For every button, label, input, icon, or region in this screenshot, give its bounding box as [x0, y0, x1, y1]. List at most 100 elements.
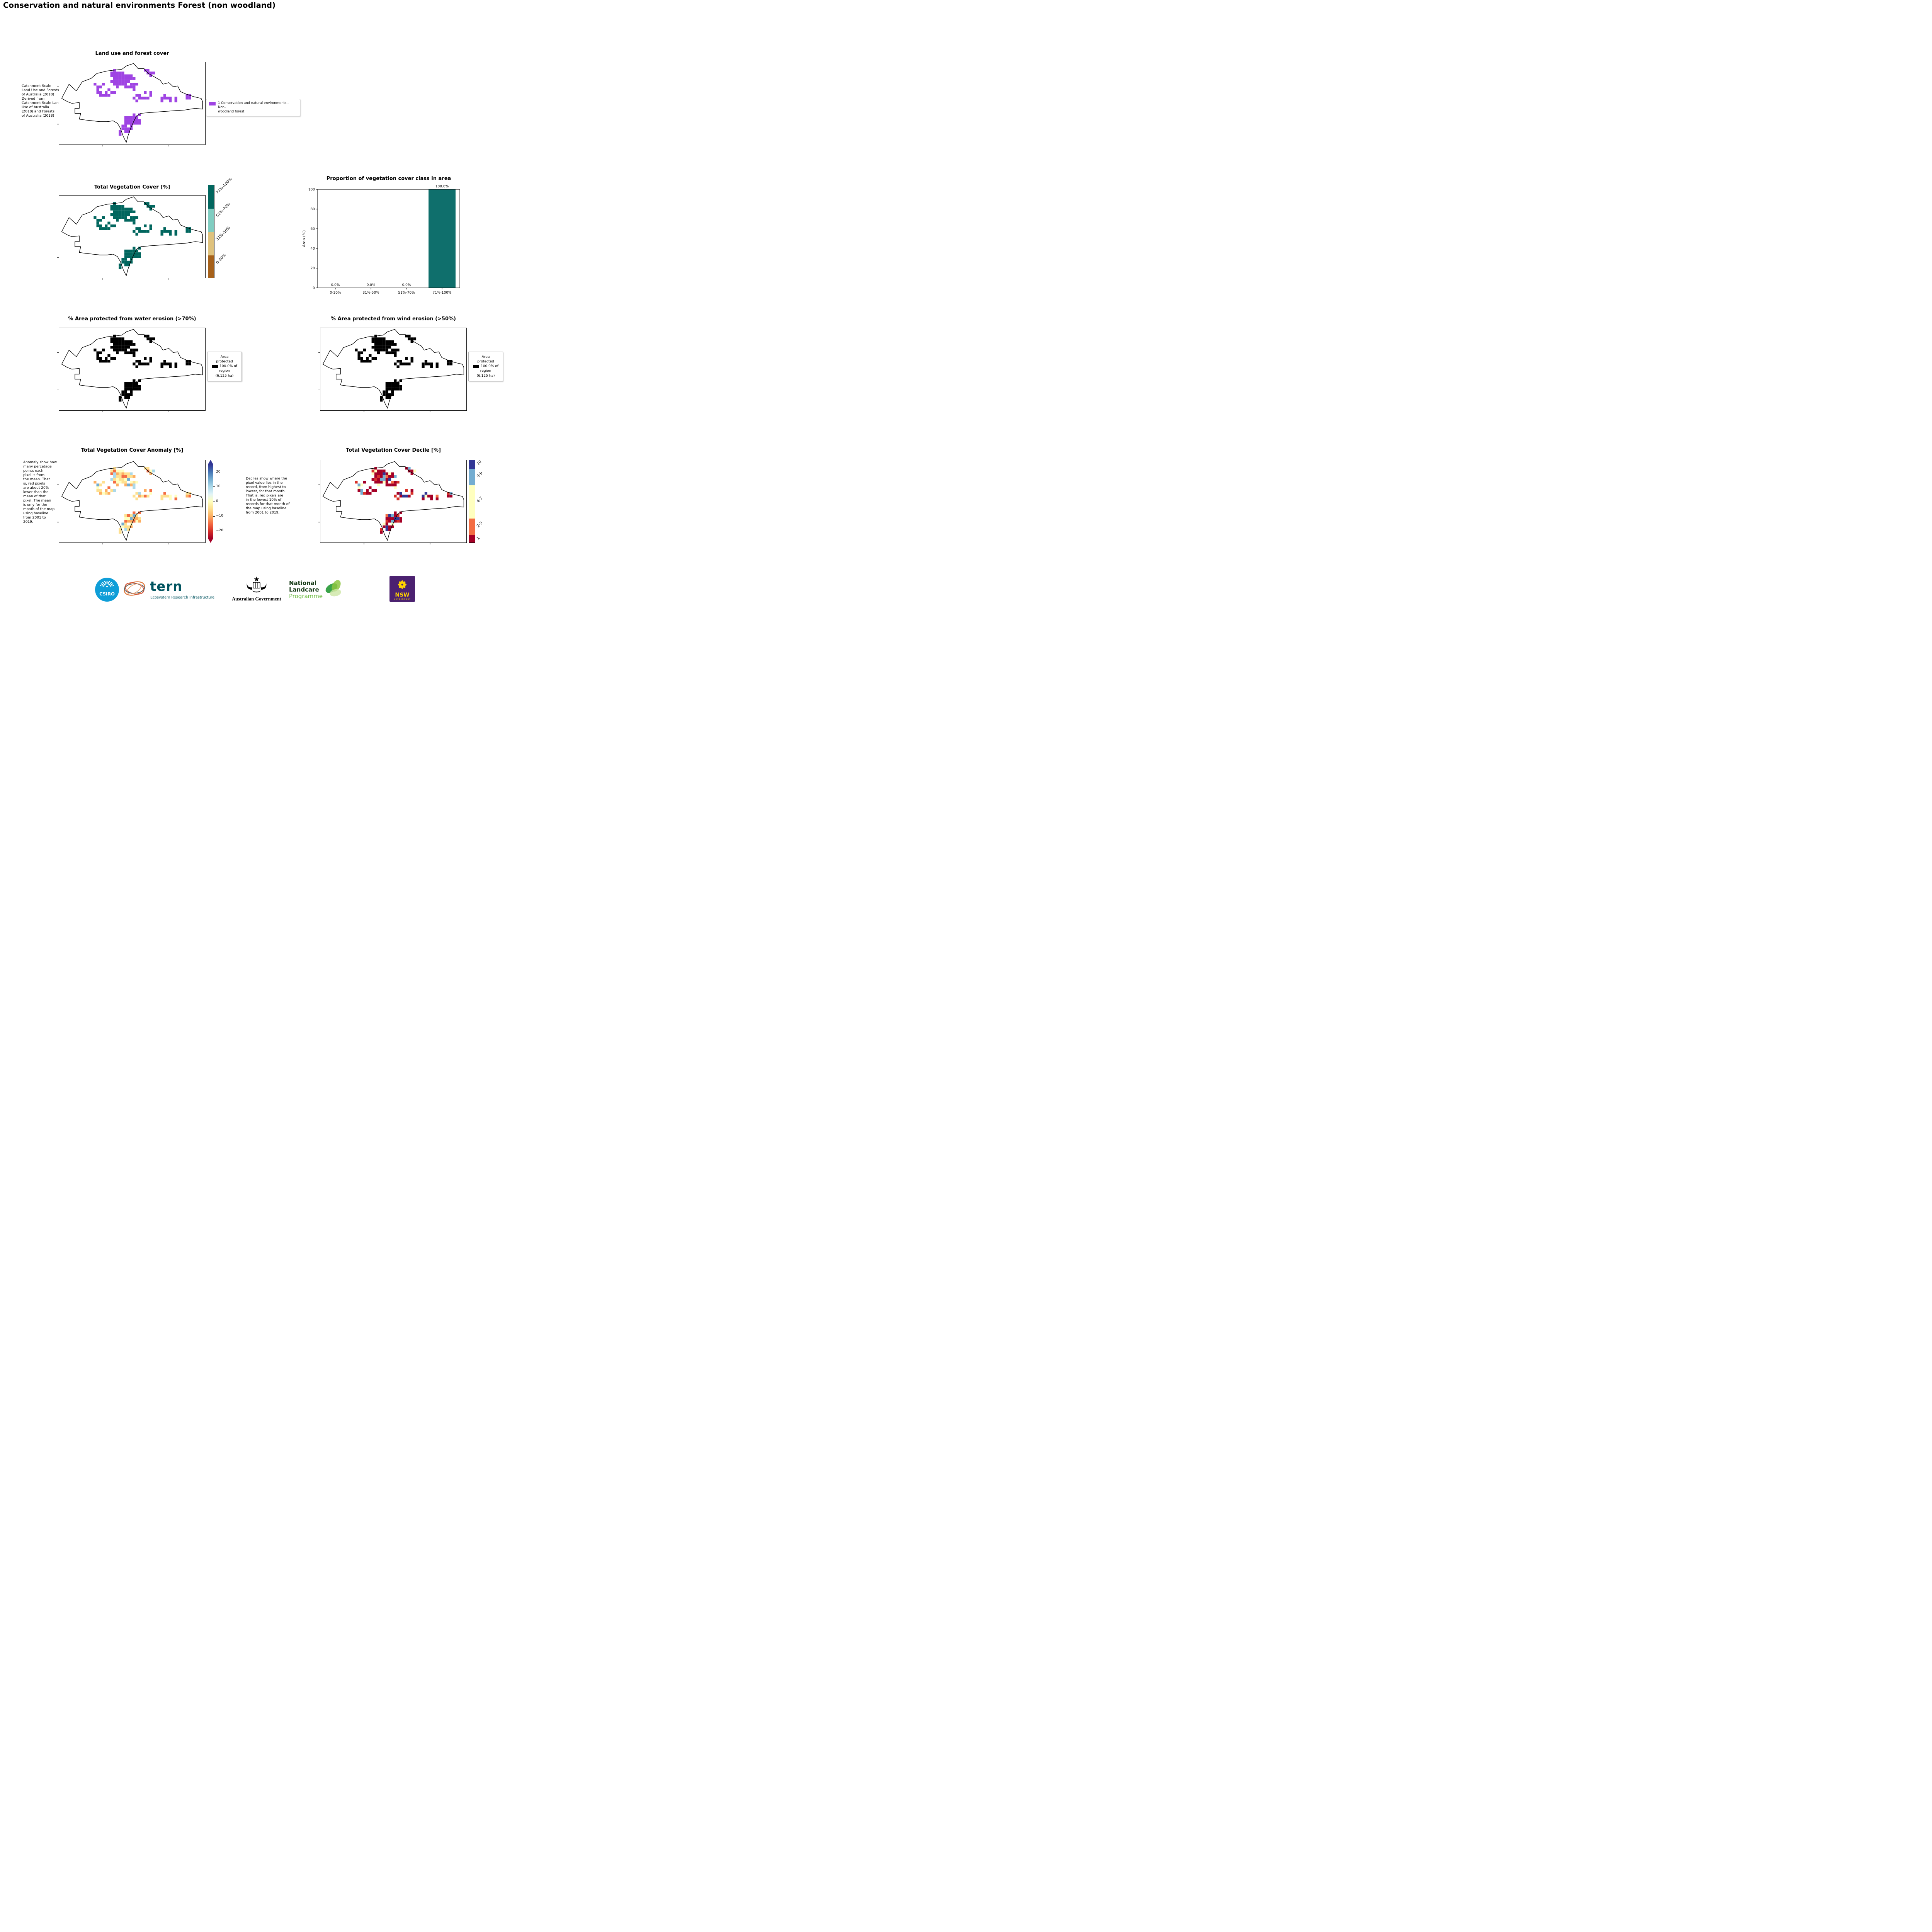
panel-title-water: % Area protected from water erosion (>70…	[68, 316, 196, 322]
axis-ticks	[57, 87, 169, 146]
colorbar-tick-label: 0	[216, 499, 218, 503]
colorbar-segment	[469, 535, 475, 543]
colorbar-segment	[208, 232, 214, 255]
decile-map	[318, 460, 467, 544]
svg-text:0.0%: 0.0%	[367, 283, 376, 287]
csiro-logo: CSIRO	[95, 578, 119, 602]
colorbar-tick-label: −10	[216, 514, 223, 518]
colorbar-gradient	[208, 464, 213, 538]
landcare-line-national: National	[289, 580, 317, 587]
wind-legend: Area protected 100.0% of region (6,125 h…	[468, 352, 503, 381]
catchment-outline	[61, 329, 203, 409]
map-pixels-layer	[355, 335, 452, 402]
landcare-leaves-icon	[325, 580, 341, 597]
colorbar-label: 4-7	[476, 496, 484, 503]
page-title: Conservation and natural environments Fo…	[3, 1, 276, 10]
colorbar-tick	[213, 516, 215, 517]
wind-legend-swatch	[473, 364, 480, 368]
decile-caption: Deciles show where the pixel value lies …	[246, 477, 290, 515]
axis-ticks	[57, 220, 169, 280]
colorbar-label: 0-30%	[215, 253, 227, 265]
report-page: Conservation and natural environments Fo…	[0, 0, 506, 616]
axis-ticks	[57, 485, 169, 544]
water-erosion-map	[57, 328, 206, 412]
colorbar-strip	[469, 460, 475, 543]
csiro-label: CSIRO	[99, 591, 115, 597]
water-legend: Area protected 100.0% of region (6,125 h…	[207, 352, 242, 381]
landcare-line-landcare: Landcare	[289, 586, 319, 593]
svg-text:0.0%: 0.0%	[331, 283, 340, 287]
colorbar-label: 8-9	[476, 471, 484, 479]
tern-wordmark: tern	[150, 579, 183, 594]
water-legend-bottom: region (6,125 ha)	[215, 369, 234, 378]
axis-ticks	[57, 352, 169, 412]
map-pixels-layer	[94, 202, 191, 269]
vegcover-colorbar: 71%-100% 51%-70% 31%-50% 0-30%	[208, 177, 243, 278]
panel-title-anomaly: Total Vegetation Cover Anomaly [%]	[81, 447, 184, 453]
colorbar-label: 2-3	[476, 521, 484, 529]
decile-colorbar: 10 8-9 4-7 2-3 1	[469, 459, 500, 543]
svg-text:Proportion of vegetation cover: Proportion of vegetation cover class in …	[327, 176, 451, 182]
colorbar-strip	[208, 185, 214, 278]
catchment-outline	[322, 329, 464, 409]
tern-scribble-icon	[124, 581, 145, 596]
colorbar-label: 31%-50%	[215, 225, 231, 242]
water-legend-top: Area protected	[216, 355, 233, 364]
anomaly-caption: Anomaly show how many percetage points e…	[23, 461, 57, 524]
colorbar-segment	[469, 485, 475, 519]
wind-legend-top: Area protected	[477, 355, 494, 364]
colorbar-extend-top	[208, 460, 213, 464]
water-legend-swatch	[212, 364, 218, 368]
colorbar-segment	[469, 518, 475, 535]
landuse-map	[57, 62, 206, 146]
landuse-legend-swatch	[209, 102, 216, 105]
colorbar-segment	[208, 185, 214, 209]
colorbar-tick	[213, 486, 215, 487]
panel-title-wind: % Area protected from wind erosion (>50%…	[331, 316, 456, 322]
wind-legend-value: 100.0% of	[481, 364, 498, 369]
bar	[429, 189, 456, 288]
axis-ticks	[318, 352, 430, 412]
svg-text:20: 20	[311, 267, 315, 270]
colorbar-label: 71%-100%	[215, 177, 233, 195]
axis-ticks	[318, 485, 430, 544]
colorbar-tick-label: −20	[216, 529, 223, 533]
catchment-outline	[322, 461, 464, 541]
colorbar-label: 10	[476, 459, 483, 466]
nsw-waratah-icon	[398, 580, 406, 589]
colorbar-segment	[208, 208, 214, 232]
nsw-sub-label: GOVERNMENT	[393, 599, 411, 600]
svg-text:0: 0	[313, 286, 315, 290]
catchment-outline	[61, 461, 203, 541]
colorbar-label: 1	[476, 536, 481, 541]
anomaly-map	[57, 460, 206, 544]
svg-text:100.0%: 100.0%	[435, 185, 449, 189]
catchment-outline	[61, 196, 203, 276]
panel-title-landuse: Land use and forest cover	[95, 51, 169, 56]
wind-legend-bottom: region (6,125 ha)	[476, 369, 495, 378]
svg-text:0-30%: 0-30%	[330, 291, 341, 295]
wind-erosion-map	[318, 328, 467, 412]
csiro-dots	[100, 581, 114, 587]
tern-subtitle: Ecosystem Research Infrastructure	[150, 595, 215, 600]
landuse-caption: Catchment Scale Land Use and Forests of …	[22, 84, 61, 118]
panel-title-vegcover: Total Vegetation Cover [%]	[94, 184, 170, 190]
australian-government-crest-icon	[247, 577, 267, 593]
landuse-legend: 1 Conservation and natural environments …	[206, 99, 300, 117]
water-legend-value: 100.0% of	[219, 364, 237, 369]
svg-text:100: 100	[308, 188, 315, 192]
colorbar-tick-label: 10	[216, 484, 221, 488]
svg-text:40: 40	[311, 247, 315, 251]
map-pixels-layer	[94, 335, 191, 402]
landcare-wordmark: National Landcare Programme	[289, 580, 323, 599]
catchment-outline	[61, 63, 203, 143]
panel-title-decile: Total Vegetation Cover Decile [%]	[346, 447, 441, 453]
proportion-bar-chart: Proportion of vegetation cover class in …	[302, 176, 460, 295]
vegcover-map	[57, 195, 206, 280]
svg-text:80: 80	[311, 207, 315, 211]
svg-text:31%-50%: 31%-50%	[362, 291, 379, 295]
nsw-label: NSW	[395, 592, 410, 598]
australian-government-label: Australian Government	[232, 596, 281, 602]
nsw-government-logo: NSW GOVERNMENT	[389, 576, 415, 602]
colorbar-segment	[469, 460, 475, 469]
